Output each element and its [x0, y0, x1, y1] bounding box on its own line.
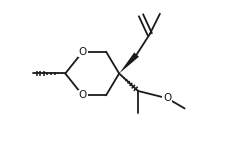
Text: O: O [163, 93, 171, 103]
Text: O: O [79, 90, 87, 100]
Text: O: O [79, 47, 87, 57]
Polygon shape [119, 52, 139, 74]
